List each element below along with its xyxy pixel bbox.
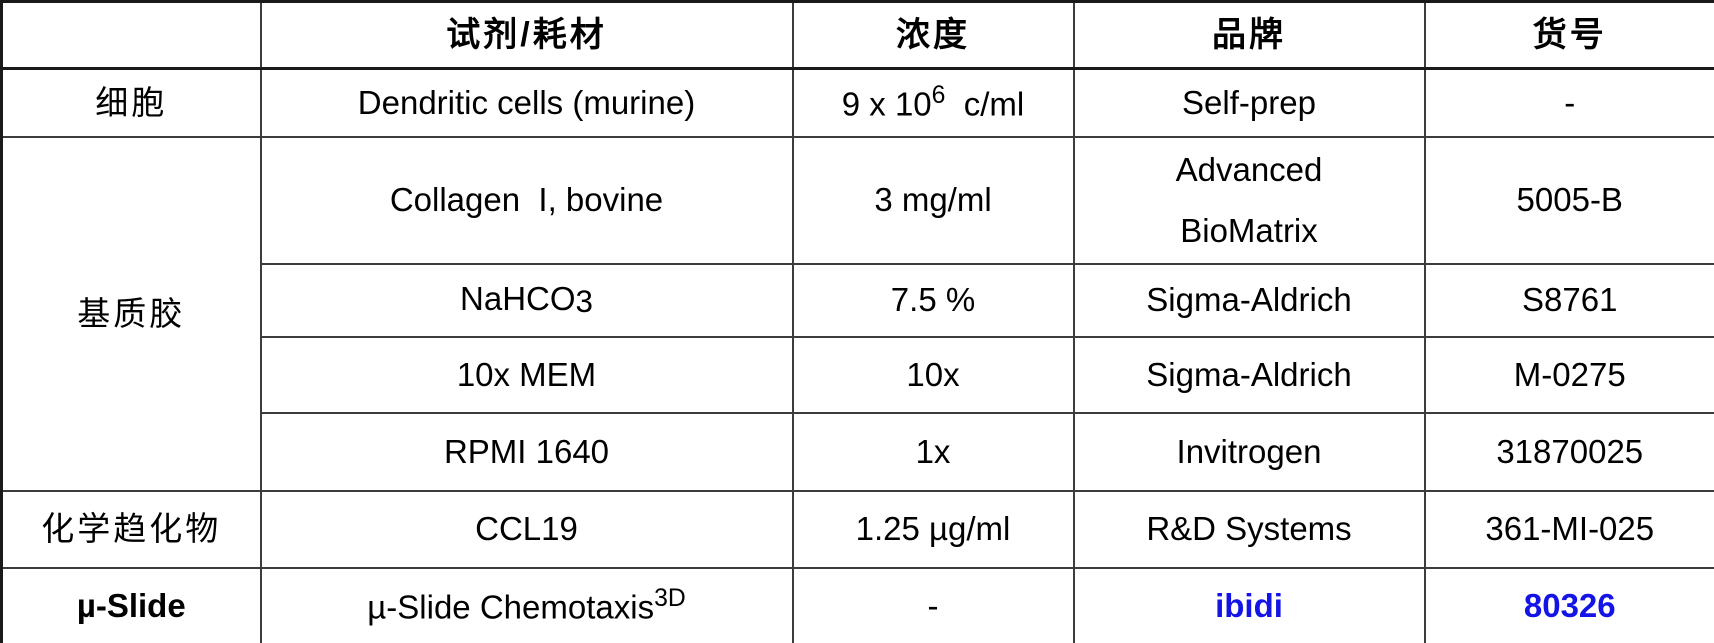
table-header-row: 试剂/耗材 浓度 品牌 货号 xyxy=(0,0,1714,70)
table-row-chemoattractant: 化学趋化物 CCL19 1.25 µg/ml R&D Systems 361-M… xyxy=(0,489,1714,569)
reagent-superscript-3d: 3D xyxy=(654,584,686,612)
concentration-cell-mem: 10x xyxy=(791,335,1075,414)
brand-cell-advanced-biomatrix: Advanced BioMatrix xyxy=(1072,135,1426,265)
concentration-cell-ccl19: 1.25 µg/ml xyxy=(791,489,1075,569)
category-cell-matrix-gel: 基质胶 xyxy=(0,135,262,492)
brand-cell-invitrogen: Invitrogen xyxy=(1072,411,1426,492)
table-row-u-slide: µ-Slide µ-Slide Chemotaxis3D - ibidi 803… xyxy=(0,566,1714,643)
brand-cell-ibidi: ibidi xyxy=(1072,566,1426,643)
concentration-cell-u-slide: - xyxy=(791,566,1075,643)
header-cell-reagent: 试剂/耗材 xyxy=(259,0,794,70)
reagent-formula: NaHCO xyxy=(460,280,576,318)
table-row-rpmi: RPMI 1640 1x Invitrogen 31870025 xyxy=(2,411,1714,492)
brand-cell-sigma-aldrich-1: Sigma-Aldrich xyxy=(1072,262,1426,338)
catalog-cell-nahco3: S8761 xyxy=(1423,262,1714,338)
concentration-cell-nahco3: 7.5 % xyxy=(791,262,1075,338)
brand-line-2: BioMatrix xyxy=(1180,212,1318,249)
catalog-cell-rpmi: 31870025 xyxy=(1423,411,1714,492)
concentration-base: 9 x 10 xyxy=(841,85,932,123)
concentration-cell-dendritic-cells: 9 x 106 c/ml xyxy=(791,67,1075,138)
header-cell-concentration: 浓度 xyxy=(791,0,1075,70)
concentration-cell-collagen: 3 mg/ml xyxy=(791,135,1075,265)
reagent-cell-rpmi: RPMI 1640 xyxy=(259,411,794,492)
reagent-cell-mem: 10x MEM xyxy=(259,335,794,414)
reagent-cell-nahco3: NaHCO3 xyxy=(259,262,794,338)
table-row-collagen: 基质胶 Collagen I, bovine 3 mg/ml Advanced … xyxy=(0,135,1714,492)
table-row-mem: 10x MEM 10x Sigma-Aldrich M-0275 xyxy=(2,335,1714,414)
reagent-cell-u-slide-chemotaxis: µ-Slide Chemotaxis3D xyxy=(259,566,794,643)
header-cell-brand: 品牌 xyxy=(1072,0,1426,70)
concentration-exponent: 6 xyxy=(931,81,946,109)
reagent-cell-collagen: Collagen I, bovine xyxy=(259,135,794,265)
reagent-cell-dendritic-cells: Dendritic cells (murine) xyxy=(259,67,794,138)
catalog-cell-mem: M-0275 xyxy=(1423,335,1714,414)
catalog-cell-dash: - xyxy=(1423,67,1714,138)
catalog-cell-ccl19: 361-MI-025 xyxy=(1423,489,1714,569)
reagent-formula-subscript: 3 xyxy=(575,284,593,320)
reagent-name: µ-Slide Chemotaxis xyxy=(367,588,655,626)
category-cell-chemoattractant: 化学趋化物 xyxy=(0,489,262,569)
brand-line-1: Advanced xyxy=(1175,150,1323,188)
reagent-cell-ccl19: CCL19 xyxy=(259,489,794,569)
catalog-cell-80326: 80326 xyxy=(1423,566,1714,643)
brand-cell-self-prep: Self-prep xyxy=(1072,67,1426,138)
category-cell-cells: 细胞 xyxy=(0,67,262,138)
header-cell-catalog-number: 货号 xyxy=(1423,0,1714,70)
brand-cell-rd-systems: R&D Systems xyxy=(1072,489,1426,569)
concentration-unit: c/ml xyxy=(945,85,1025,123)
catalog-cell-collagen: 5005-B xyxy=(1423,135,1714,265)
concentration-cell-rpmi: 1x xyxy=(791,411,1075,492)
table-row-nahco3: NaHCO3 7.5 % Sigma-Aldrich S8761 xyxy=(2,262,1714,338)
brand-cell-sigma-aldrich-2: Sigma-Aldrich xyxy=(1072,335,1426,414)
category-cell-u-slide: µ-Slide xyxy=(0,566,262,643)
header-cell-category xyxy=(0,0,262,70)
table-row-cells: 细胞 Dendritic cells (murine) 9 x 106 c/ml… xyxy=(0,67,1714,138)
